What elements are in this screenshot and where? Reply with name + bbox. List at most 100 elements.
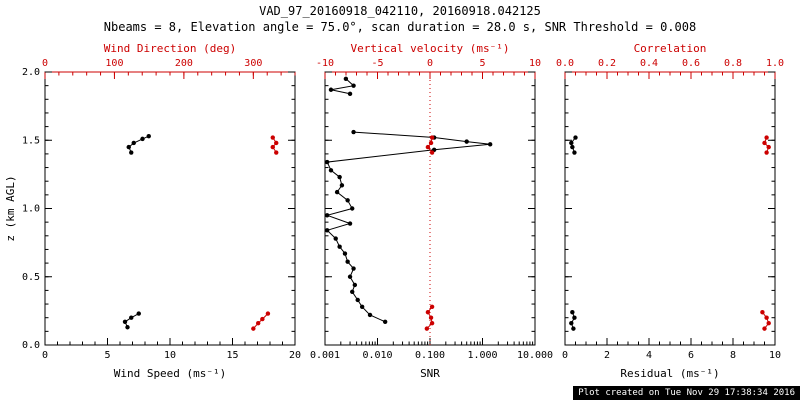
x-bottom-tick-label: 10 — [164, 350, 176, 361]
data-point-snr — [464, 139, 469, 144]
data-point-snr — [351, 129, 356, 135]
x-top-tick-label: 200 — [175, 58, 193, 69]
data-point-snr — [343, 76, 349, 82]
data-point-snr — [351, 266, 356, 271]
y-tick-label: 1.0 — [22, 204, 40, 215]
data-point-residual — [569, 320, 574, 326]
data-point-snr — [328, 87, 334, 92]
data-point-snr — [350, 206, 355, 211]
x-top-tick-label: 0 — [427, 58, 433, 69]
data-point-snr — [339, 183, 345, 188]
data-point-snr — [347, 221, 353, 226]
data-point-wind_speed — [129, 150, 134, 155]
x-bottom-tick-label: 0.010 — [362, 350, 392, 361]
data-point-snr — [351, 83, 356, 88]
series-line-wind_direction — [252, 313, 269, 329]
x-top-tick-label: 0.2 — [598, 58, 616, 69]
x-bottom-tick-label: 4 — [646, 350, 652, 361]
data-point-correlation — [766, 144, 771, 150]
x-axis-label-top: Wind Direction (deg) — [104, 42, 236, 55]
data-point-snr — [334, 189, 340, 195]
data-point-snr — [347, 91, 353, 97]
data-point-wind_direction — [270, 135, 275, 140]
data-point-snr — [337, 174, 342, 180]
x-top-tick-label: 100 — [105, 58, 123, 69]
data-point-residual — [570, 144, 575, 150]
x-top-tick-label: 0.6 — [682, 58, 700, 69]
data-point-wind_direction — [274, 140, 279, 146]
series-line-correlation — [762, 311, 770, 329]
x-top-tick-label: 5 — [479, 58, 485, 69]
data-point-wind_direction — [251, 326, 256, 331]
data-point-snr — [337, 244, 342, 249]
data-point-residual — [570, 310, 575, 315]
data-point-snr — [367, 312, 373, 318]
creation-timestamp: Plot created on Tue Nov 29 17:38:34 2016 — [573, 386, 800, 400]
data-point-residual — [573, 135, 578, 140]
data-point-correlation — [764, 150, 769, 155]
y-tick-label: 1.5 — [22, 135, 40, 146]
data-point-correlation — [762, 326, 767, 331]
data-point-vertical_velocity — [428, 315, 434, 320]
data-point-vertical_velocity — [424, 326, 430, 331]
x-top-tick-label: -10 — [316, 58, 334, 69]
x-bottom-tick-label: 2 — [604, 350, 610, 361]
series-line-residual — [570, 312, 576, 329]
series-line-snr — [330, 78, 355, 95]
data-point-snr — [355, 297, 360, 303]
data-point-wind_direction — [274, 150, 279, 155]
data-point-residual — [571, 326, 576, 331]
data-point-residual — [569, 140, 574, 146]
x-bottom-tick-label: 10.000 — [517, 350, 553, 361]
data-point-correlation — [764, 315, 769, 320]
series-line-correlation — [763, 137, 770, 153]
data-point-vertical_velocity — [428, 140, 434, 146]
data-point-vertical_velocity — [429, 135, 435, 140]
x-bottom-tick-label: 0 — [562, 350, 568, 361]
data-point-wind_speed — [126, 144, 131, 150]
y-tick-label: 0.0 — [22, 340, 40, 351]
y-tick-label: 2.0 — [22, 67, 40, 78]
data-point-snr — [324, 228, 330, 233]
data-point-vertical_velocity — [425, 144, 431, 150]
plot-subtitle: Nbeams = 8, Elevation angle = 75.0°, sca… — [103, 20, 697, 34]
x-bottom-tick-label: 8 — [730, 350, 736, 361]
x-axis-label-bottom: Wind Speed (ms⁻¹) — [114, 367, 227, 380]
data-point-snr — [333, 236, 338, 241]
data-point-snr — [328, 168, 334, 173]
x-top-tick-label: 10 — [529, 58, 541, 69]
data-point-wind_speed — [125, 325, 130, 330]
data-point-correlation — [766, 320, 771, 326]
data-point-wind_speed — [131, 140, 136, 146]
data-point-wind_speed — [140, 136, 145, 142]
data-point-wind_speed — [136, 311, 141, 316]
x-bottom-tick-label: 0.100 — [415, 350, 445, 361]
y-tick-label: 0.5 — [22, 272, 40, 283]
x-bottom-tick-label: 20 — [289, 350, 301, 361]
data-point-snr — [359, 304, 365, 309]
series-line-wind_speed — [124, 313, 140, 328]
data-point-wind_speed — [122, 319, 128, 324]
data-point-snr — [324, 159, 330, 165]
x-axis-label-top: Correlation — [634, 42, 707, 55]
data-point-correlation — [764, 135, 769, 140]
x-bottom-tick-label: 15 — [226, 350, 238, 361]
data-point-snr — [352, 282, 358, 288]
data-point-snr — [347, 274, 353, 279]
data-point-wind_direction — [255, 320, 261, 326]
x-bottom-tick-label: 0 — [42, 350, 48, 361]
x-top-tick-label: 300 — [244, 58, 262, 69]
x-top-tick-label: 0 — [42, 58, 48, 69]
x-top-tick-label: -5 — [371, 58, 383, 69]
x-bottom-tick-label: 6 — [688, 350, 694, 361]
panel-frame-residual-correlation — [564, 71, 776, 346]
data-point-snr — [342, 251, 348, 256]
panel-frame-wind-speed-direction — [44, 71, 296, 346]
x-bottom-tick-label: 0.001 — [310, 350, 340, 361]
data-point-correlation — [760, 310, 765, 315]
x-top-tick-label: 1.0 — [766, 58, 784, 69]
data-point-residual — [572, 150, 577, 155]
data-point-snr — [350, 289, 355, 294]
